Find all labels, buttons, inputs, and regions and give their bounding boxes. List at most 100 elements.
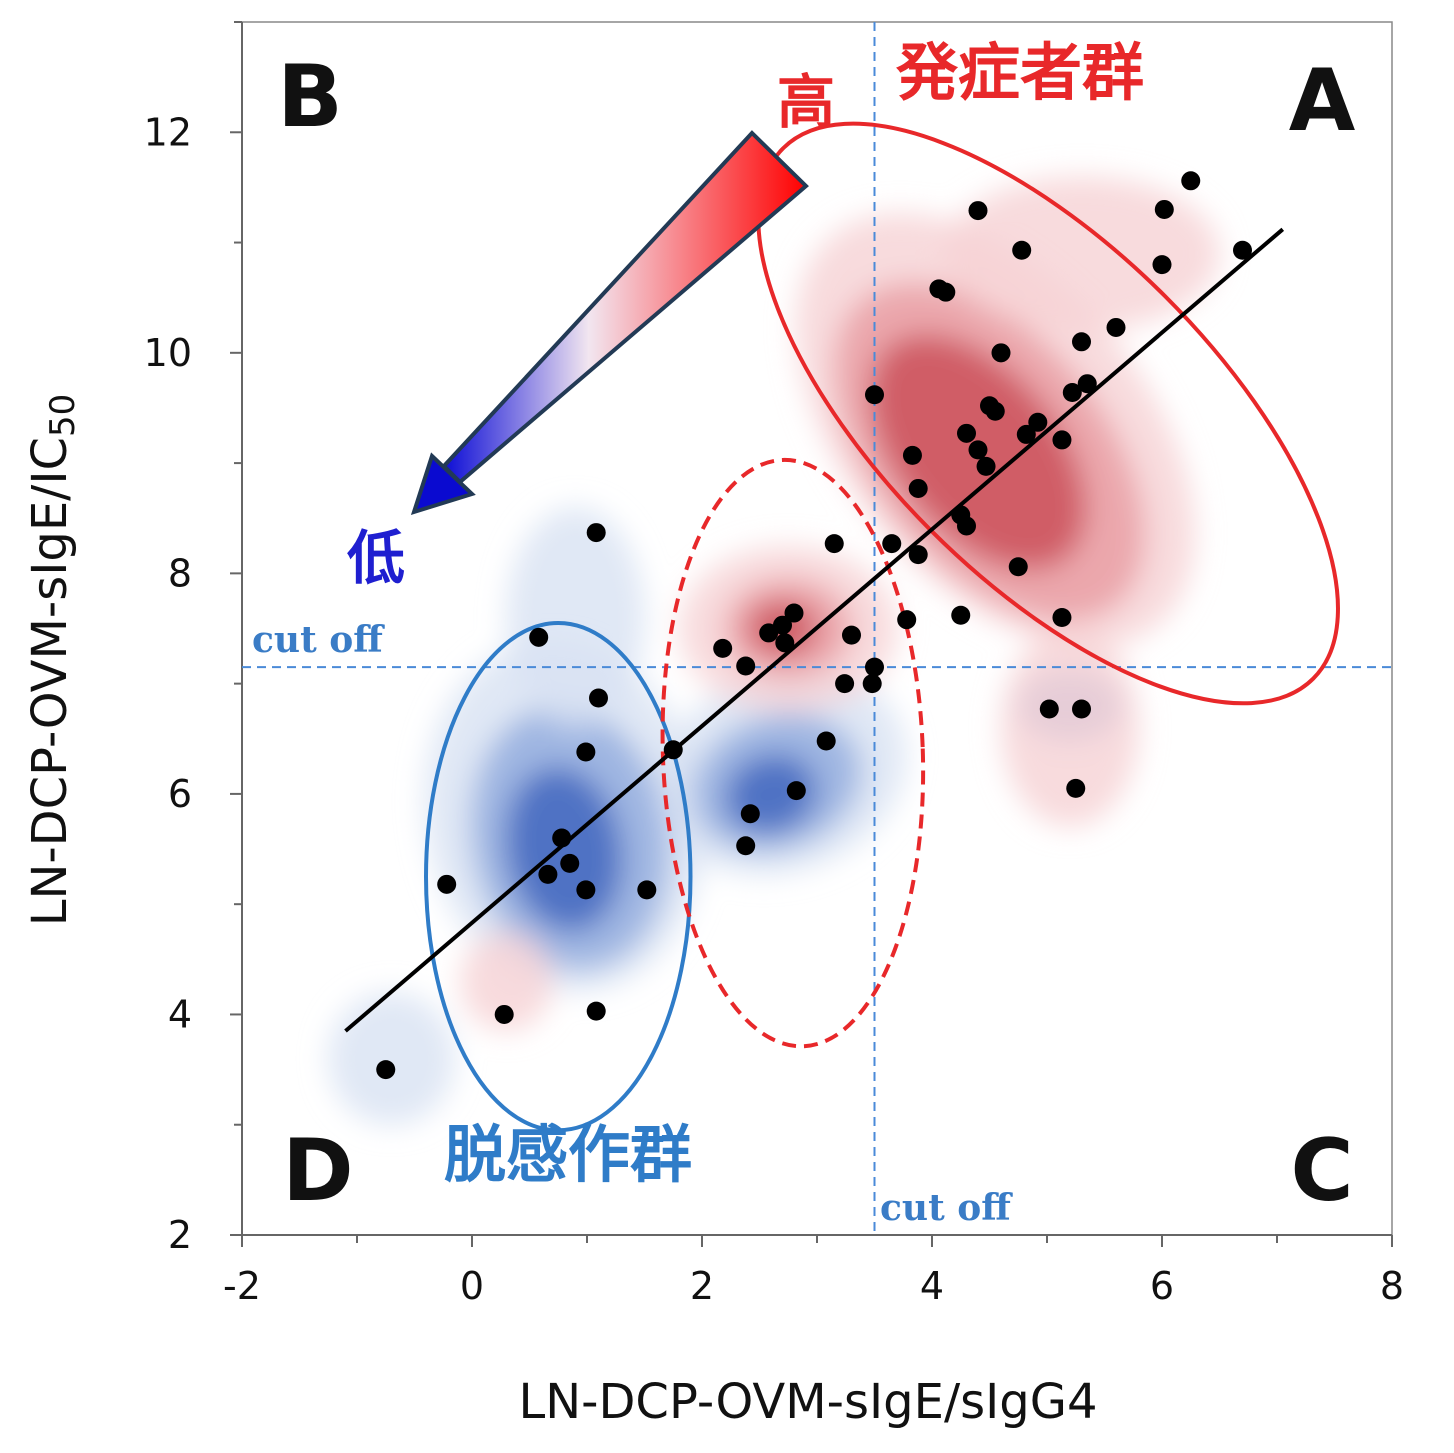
y-tick-label: 4 xyxy=(168,992,192,1036)
desensitization-group-label: 脱感作群 xyxy=(444,1118,692,1191)
data-point xyxy=(784,603,804,623)
data-point xyxy=(663,740,683,760)
data-point xyxy=(968,440,988,460)
data-point xyxy=(740,804,760,824)
data-point xyxy=(1052,430,1072,450)
axes: -2 0 2 4 6 8 2 4 6 8 10 12 xyxy=(144,21,1404,1308)
data-point xyxy=(759,623,779,643)
data-point xyxy=(865,385,884,405)
data-point xyxy=(773,615,792,635)
data-point xyxy=(862,674,882,694)
data-point xyxy=(786,781,806,801)
data-point xyxy=(1152,255,1172,275)
data-point xyxy=(637,880,657,900)
x-tick-label: 2 xyxy=(690,1264,714,1308)
y-tick-label: 10 xyxy=(144,331,192,375)
data-point xyxy=(882,534,902,554)
data-point xyxy=(713,638,733,658)
desensitization-ellipse xyxy=(424,620,693,1133)
density-red-3 xyxy=(943,176,1220,331)
data-point xyxy=(538,864,558,884)
data-point xyxy=(736,836,756,856)
data-point xyxy=(957,516,976,536)
cutoff-label-y: cut off xyxy=(252,619,385,661)
low-label: 低 xyxy=(347,524,405,592)
data-point xyxy=(1072,699,1091,719)
density-blue-7 xyxy=(328,992,455,1125)
data-point xyxy=(842,625,861,645)
x-tick-label: -2 xyxy=(223,1264,261,1308)
data-point xyxy=(968,201,988,221)
x-tick-label: 0 xyxy=(460,1264,484,1308)
data-point xyxy=(1039,699,1059,719)
data-point xyxy=(1154,199,1174,219)
density-blue-8 xyxy=(506,507,645,728)
high-label: 高 xyxy=(777,68,835,136)
data-point xyxy=(897,610,917,630)
data-point xyxy=(1066,778,1086,798)
x-tick-label: 8 xyxy=(1380,1264,1404,1308)
onset-group-label: 発症者群 xyxy=(896,36,1144,109)
quadrant-label-c: C xyxy=(1290,1121,1353,1221)
data-point xyxy=(560,853,580,873)
data-points xyxy=(376,171,1252,1080)
data-point xyxy=(1016,424,1036,444)
density-red-7 xyxy=(1001,628,1139,827)
data-point xyxy=(902,445,922,465)
data-point xyxy=(529,627,549,647)
data-point xyxy=(494,1004,514,1024)
quadrant-label-a: A xyxy=(1289,51,1356,151)
y-tick-label: 2 xyxy=(168,1213,192,1257)
y-axis-title-main: LN-DCP-OVM-sIgE/IC xyxy=(22,437,78,926)
x-tick-label: 4 xyxy=(920,1264,944,1308)
data-point xyxy=(576,880,596,900)
data-point xyxy=(936,282,956,302)
data-point xyxy=(576,742,596,762)
cutoff-lines xyxy=(242,22,1392,1235)
data-point xyxy=(824,534,844,554)
data-point xyxy=(1062,383,1082,403)
quadrant-label-b: B xyxy=(277,47,343,147)
data-point xyxy=(1181,171,1201,191)
y-axis-title-subscript: 50 xyxy=(43,394,83,437)
data-point xyxy=(980,396,999,416)
data-point xyxy=(1072,332,1091,352)
y-tick-label: 6 xyxy=(168,772,192,816)
data-point xyxy=(951,605,971,625)
data-point xyxy=(437,874,457,894)
severity-arrow-head xyxy=(410,452,476,516)
data-point xyxy=(589,688,608,708)
data-point xyxy=(376,1060,396,1080)
y-axis-title: LN-DCP-OVM-sIgE/IC50 xyxy=(22,394,83,927)
severity-arrow xyxy=(410,130,809,516)
y-tick-label: 12 xyxy=(144,110,192,154)
regression-line xyxy=(344,227,1285,1033)
data-point xyxy=(1106,317,1126,337)
cutoff-label-x: cut off xyxy=(880,1187,1013,1229)
data-point xyxy=(1233,240,1252,260)
data-point xyxy=(1077,374,1097,394)
quadrant-label-d: D xyxy=(282,1121,353,1221)
data-point xyxy=(957,423,976,443)
density-red-8 xyxy=(460,931,553,1031)
x-axis-title: LN-DCP-OVM-sIgE/sIgG4 xyxy=(519,1374,1098,1430)
data-point xyxy=(908,545,928,565)
data-point xyxy=(736,656,756,676)
data-point xyxy=(1052,607,1072,627)
data-point xyxy=(865,657,884,677)
data-point xyxy=(1012,240,1032,260)
density-layer xyxy=(328,176,1220,1125)
data-point xyxy=(816,731,836,751)
data-point xyxy=(775,633,795,653)
data-point xyxy=(586,1001,606,1021)
data-point xyxy=(908,478,928,498)
x-tick-label: 6 xyxy=(1150,1264,1174,1308)
y-tick-label: 8 xyxy=(168,551,192,595)
data-point xyxy=(976,456,996,476)
data-point xyxy=(1008,557,1028,577)
data-point xyxy=(991,343,1011,363)
data-point xyxy=(552,828,572,848)
data-point xyxy=(586,523,606,543)
severity-arrow-shaft xyxy=(441,130,809,485)
